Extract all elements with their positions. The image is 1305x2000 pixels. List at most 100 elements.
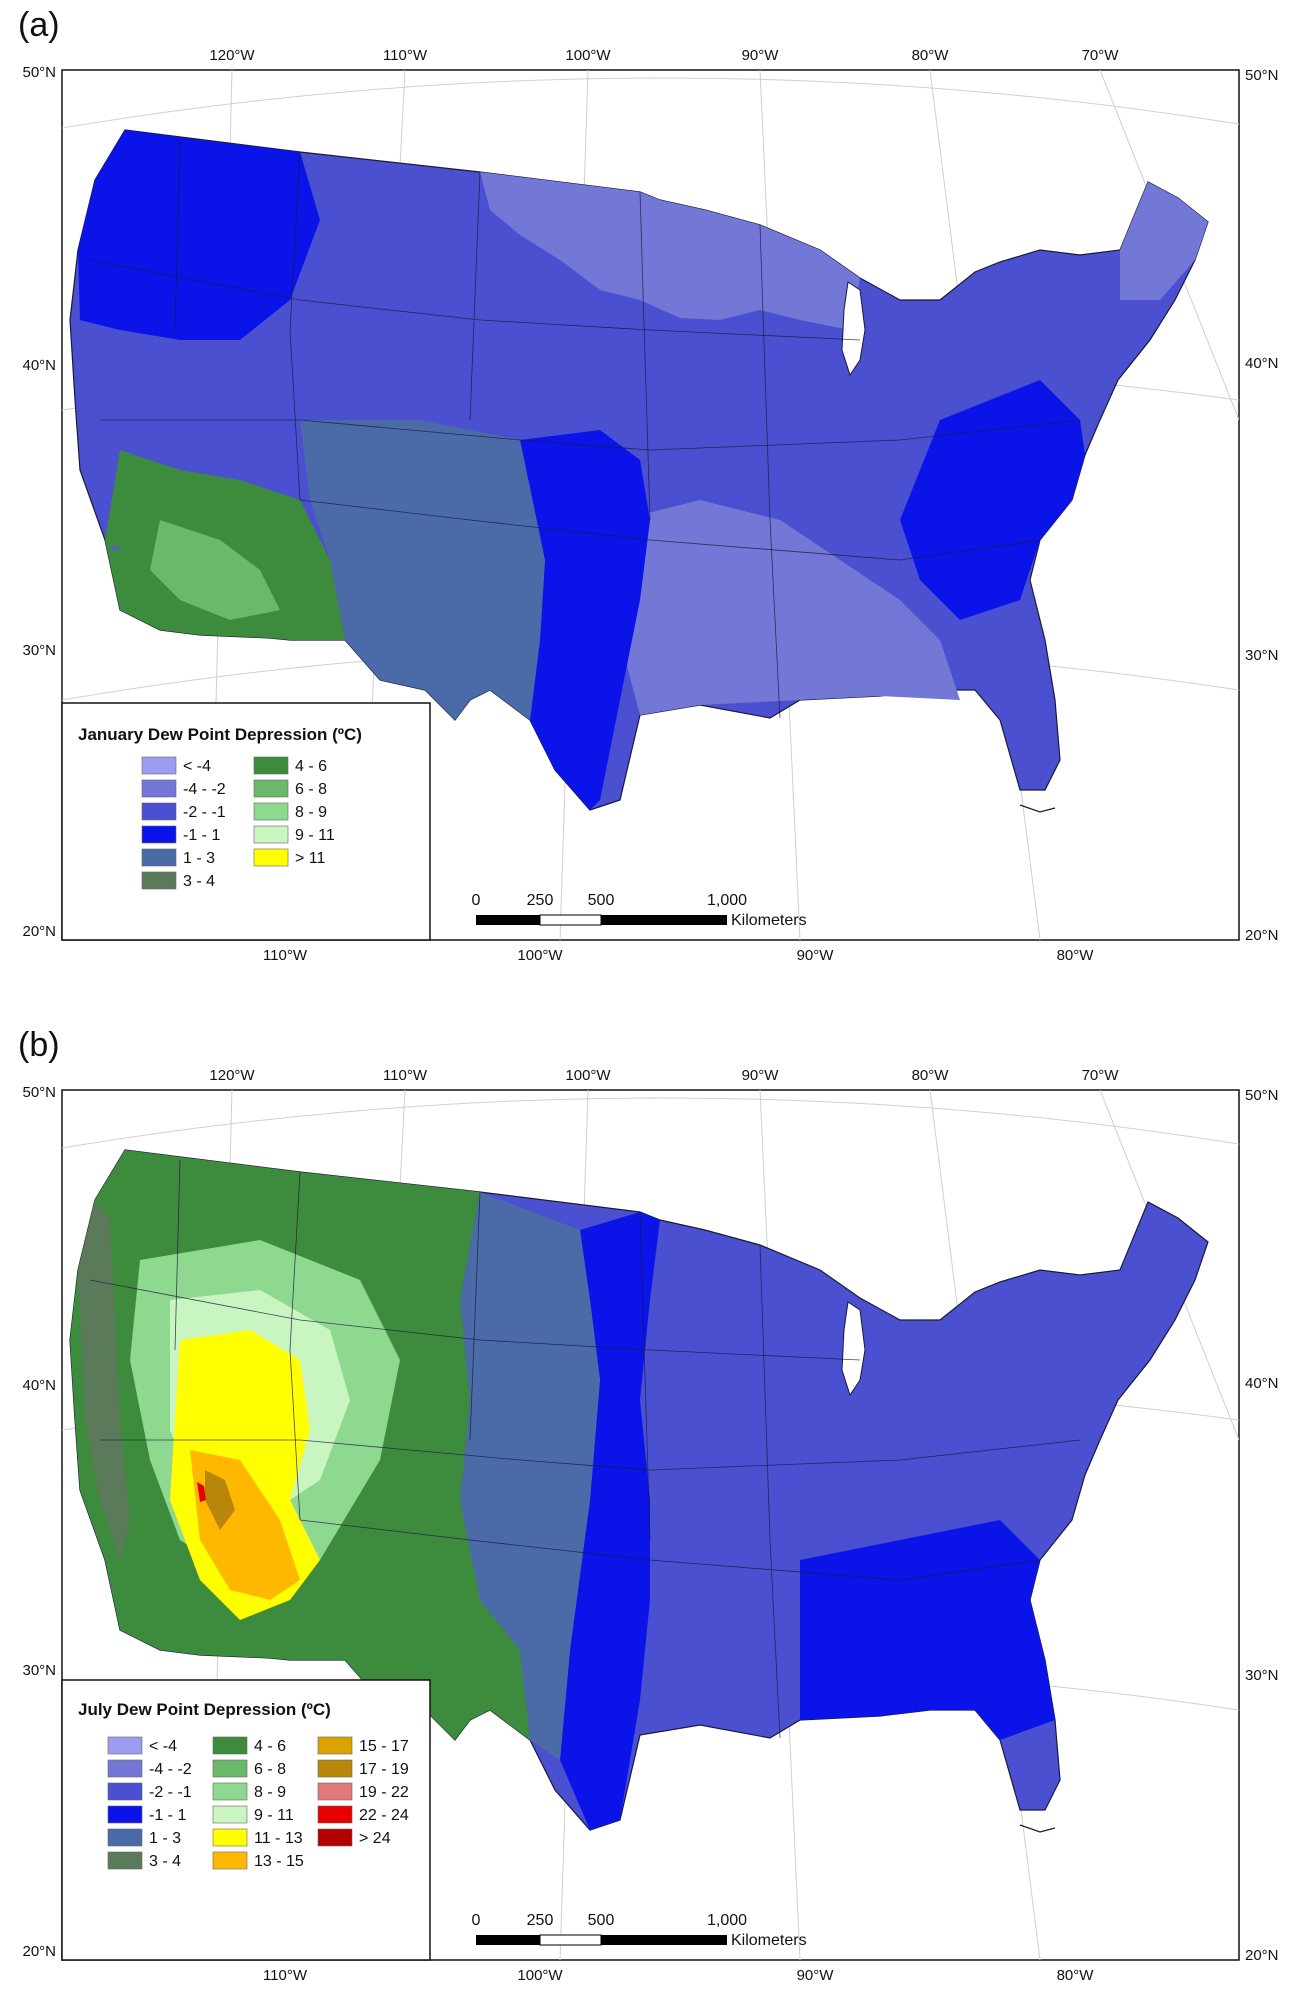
legend-label: -2 - -1 [183,804,226,821]
legend-label: > 24 [359,1830,391,1847]
lon-label: 90°W [742,1067,780,1084]
legend-label: > 11 [295,850,326,867]
lat-label: 40°N [1245,1375,1279,1392]
legend-swatch [107,1782,143,1801]
legend-label: < -4 [149,1738,177,1755]
legend-swatch [317,1736,353,1755]
scale-tick-label: 250 [527,892,554,909]
panel-label: (b) [18,1026,60,1064]
legend-swatch [107,1759,143,1778]
legend-swatch [141,756,177,775]
legend-swatch [212,1805,248,1824]
lon-label: 80°W [1057,1967,1095,1984]
legend-swatch [317,1805,353,1824]
scale-tick-label: 1,000 [707,1912,747,1929]
legend-swatch [212,1759,248,1778]
lon-label: 70°W [1082,47,1120,64]
legend-label: 3 - 4 [149,1853,181,1870]
legend-swatch [317,1782,353,1801]
lat-label: 50°N [1245,1087,1279,1104]
lat-label: 20°N [1245,1947,1279,1964]
legend-label: 19 - 22 [359,1784,409,1801]
lat-label: 50°N [22,64,56,81]
region-plains [460,1192,600,1760]
legend-label: 9 - 11 [254,1807,294,1824]
region-new-england [1120,182,1208,300]
legend-swatch [141,802,177,821]
scale-bar: 0 250 500 1,000 Kilometers [472,1912,807,1949]
panel-label: (a) [18,6,60,44]
left-latitude-labels: 50°N 40°N 30°N 20°N [22,1084,56,1960]
legend-swatch [107,1805,143,1824]
legend-swatch [212,1851,248,1870]
legend-swatch [253,756,289,775]
legend-swatch [141,871,177,890]
scale-tick-label: 500 [588,1912,615,1929]
right-latitude-labels: 50°N 40°N 30°N 20°N [1245,67,1279,944]
legend-label: 1 - 3 [183,850,215,867]
bottom-longitude-labels: 110°W 100°W 90°W 80°W [263,1967,1094,1984]
lat-label: 40°N [1245,355,1279,372]
region-pacific-nw [78,130,320,340]
scale-bar: 0 250 500 1,000 Kilometers [472,892,807,929]
region-east-moist [560,1212,660,1830]
lon-label: 120°W [209,1067,255,1084]
legend-label: 9 - 11 [295,827,335,844]
legend-label: < -4 [183,758,211,775]
legend-swatch [107,1736,143,1755]
region-southwest-arid [300,420,545,720]
channel-islands [110,545,120,551]
legend-swatch [141,779,177,798]
scale-tick-label: 250 [527,1912,554,1929]
legend-label: 17 - 19 [359,1761,409,1778]
lat-label: 30°N [1245,1667,1279,1684]
lat-label: 30°N [22,1662,56,1679]
right-latitude-labels: 50°N 40°N 30°N 20°N [1245,1087,1279,1964]
scale-tick-label: 0 [472,1912,481,1929]
region-extreme [197,1482,206,1502]
legend-label: 8 - 9 [254,1784,286,1801]
lon-label: 80°W [1057,947,1095,964]
state-boundaries [89,1159,1081,1739]
legend-swatch [141,848,177,867]
legend-label: 1 - 3 [149,1830,181,1847]
region-north-cold [480,172,860,330]
legend-swatch [317,1759,353,1778]
lat-label: 20°N [22,923,56,940]
legend-label: 3 - 4 [183,873,215,890]
scale-segment [476,1935,540,1945]
legend-label: -1 - 1 [183,827,220,844]
legend-swatch [253,848,289,867]
lon-label: 90°W [742,47,780,64]
legend-swatch [253,779,289,798]
legend-swatch [212,1828,248,1847]
lon-label: 110°W [263,947,308,964]
legend-label: -4 - -2 [149,1761,192,1778]
lon-label: 80°W [912,47,950,64]
lon-label: 100°W [517,1967,563,1984]
region-gulf-moist [520,430,650,810]
top-longitude-labels: 120°W 110°W 100°W 90°W 80°W 70°W [209,1067,1119,1084]
region-death-valley [205,1470,235,1530]
lon-label: 110°W [383,47,428,64]
lon-label: 100°W [565,1067,611,1084]
legend-swatch [141,825,177,844]
legend-label: 4 - 6 [295,758,327,775]
lon-label: 70°W [1082,1067,1120,1084]
legend-label: -1 - 1 [149,1807,186,1824]
legend-label: 6 - 8 [295,781,327,798]
panel-a: (a) [18,6,1279,964]
lon-label: 80°W [912,1067,950,1084]
legend-swatch [107,1851,143,1870]
legend-swatch [317,1828,353,1847]
legend: January Dew Point Depression (ºC) < -4 -4… [61,702,431,941]
region-southeast-moist [800,1520,1055,1740]
lat-label: 50°N [1245,67,1279,84]
legend-title: July Dew Point Depression (ºC) [78,1700,331,1719]
legend-swatch [253,825,289,844]
legend-label: -2 - -1 [149,1784,192,1801]
legend-swatch [107,1828,143,1847]
legend-label: 11 - 13 [254,1830,303,1847]
left-latitude-labels: 50°N 40°N 30°N 20°N [22,64,56,940]
